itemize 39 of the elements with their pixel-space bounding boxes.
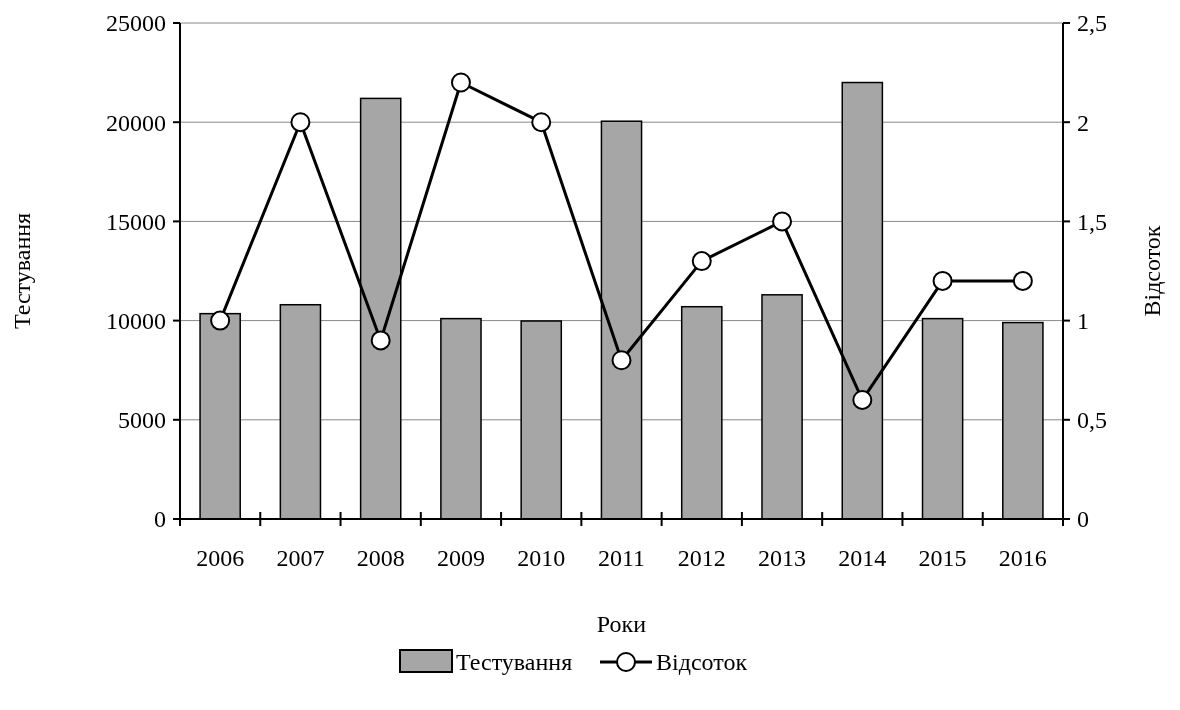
y2-axis-title: Відсоток [1139,225,1165,317]
x-tick-label: 2011 [597,545,646,571]
x-tick-label: 2007 [276,545,325,571]
y2-tick-label: 2 [1077,109,1089,136]
x-tick-label: 2014 [838,545,887,571]
x-tick-label: 2016 [998,545,1047,571]
y-tick-label: 10000 [106,308,166,334]
x-axis-title: Роки [596,611,647,637]
point [370,330,391,351]
x-tick-label: 2013 [758,545,807,571]
y2-tick-label: 1,5 [1077,208,1107,235]
x-tick-label: 2012 [677,545,726,571]
y2-tick-label: 1 [1077,308,1089,334]
y-tick-label: 25000 [106,10,166,37]
legend-label: Тестування [456,649,573,676]
y2-tick-label: 2,5 [1077,10,1107,37]
point [611,350,632,371]
x-tick-label: 2015 [918,545,967,571]
x-tick-label: 2006 [196,545,245,571]
point [1012,270,1033,291]
y2-tick-label: 0 [1077,506,1089,533]
point [531,112,552,133]
point [932,270,953,291]
point [210,310,231,331]
point [772,211,793,232]
y-tick-label: 20000 [106,109,166,136]
point [852,389,873,410]
y-tick-label: 0 [154,506,166,533]
point [691,251,712,272]
legend-label: Відсоток [656,649,748,676]
x-tick-label: 2008 [356,545,405,571]
point [450,72,471,93]
y-tick-label: 5000 [118,407,166,434]
x-tick-label: 2009 [436,545,485,571]
y2-tick-label: 0,5 [1077,407,1107,434]
x-tick-label: 2010 [517,545,566,571]
y-tick-label: 15000 [106,208,166,235]
y-axis-title: Тестування [9,212,35,330]
point [290,112,311,133]
